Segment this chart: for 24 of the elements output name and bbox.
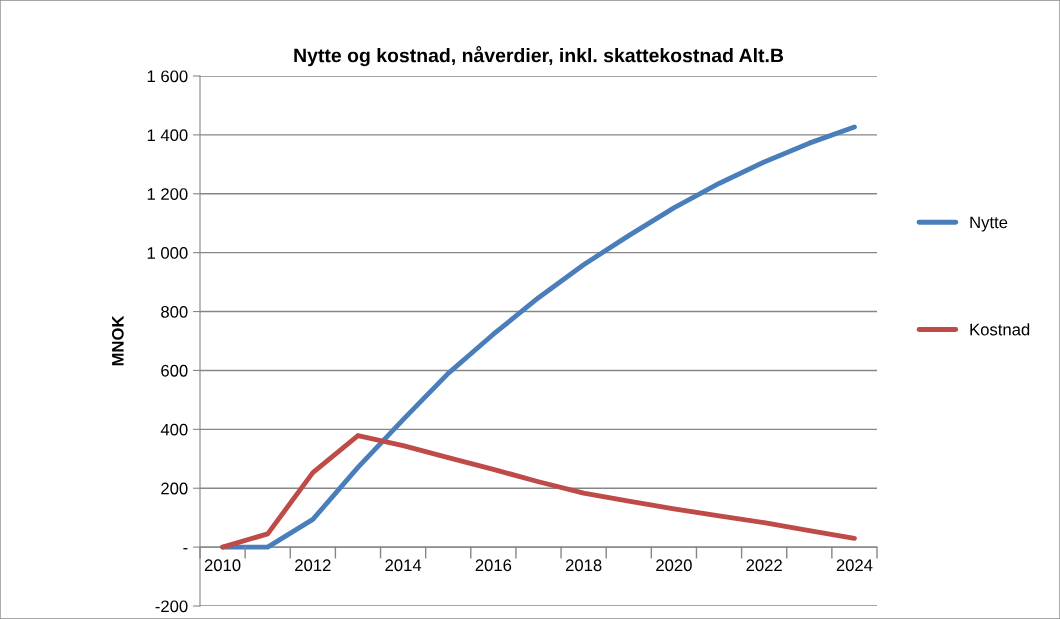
legend-label: Kostnad: [970, 323, 1030, 336]
y-tick-label: 1 200: [147, 188, 188, 200]
y-tick-label: -: [183, 548, 188, 550]
x-tick-label: 2010: [204, 559, 241, 572]
y-tick-label: 600: [161, 364, 188, 377]
chart-title: Nytte og kostnad, nåverdier, inkl. skattekostnad Alt.B: [294, 46, 784, 67]
x-tick-label: 2022: [746, 559, 782, 572]
x-tick-label: 2012: [295, 559, 331, 572]
x-tick-label: 2024: [836, 559, 873, 572]
y-tick-label: 1 400: [147, 129, 188, 142]
x-tick-label: 2018: [565, 559, 602, 572]
x-tick-label: 2016: [475, 559, 512, 572]
y-tick-label: 800: [161, 305, 188, 318]
x-tick-label: 2020: [656, 559, 692, 572]
y-tick-label: 1 600: [147, 70, 188, 83]
y-tick-label: 1 000: [147, 247, 188, 259]
y-tick-label: 400: [160, 423, 188, 436]
x-tick-label: 2014: [385, 559, 422, 572]
legend-label: Nytte: [970, 216, 1008, 232]
y-tick-label: -200: [155, 600, 188, 613]
y-axis-title: MNOK: [111, 315, 124, 366]
line-series: [220, 433, 857, 550]
y-tick-label: 200: [161, 482, 188, 495]
line-series: [220, 124, 857, 550]
